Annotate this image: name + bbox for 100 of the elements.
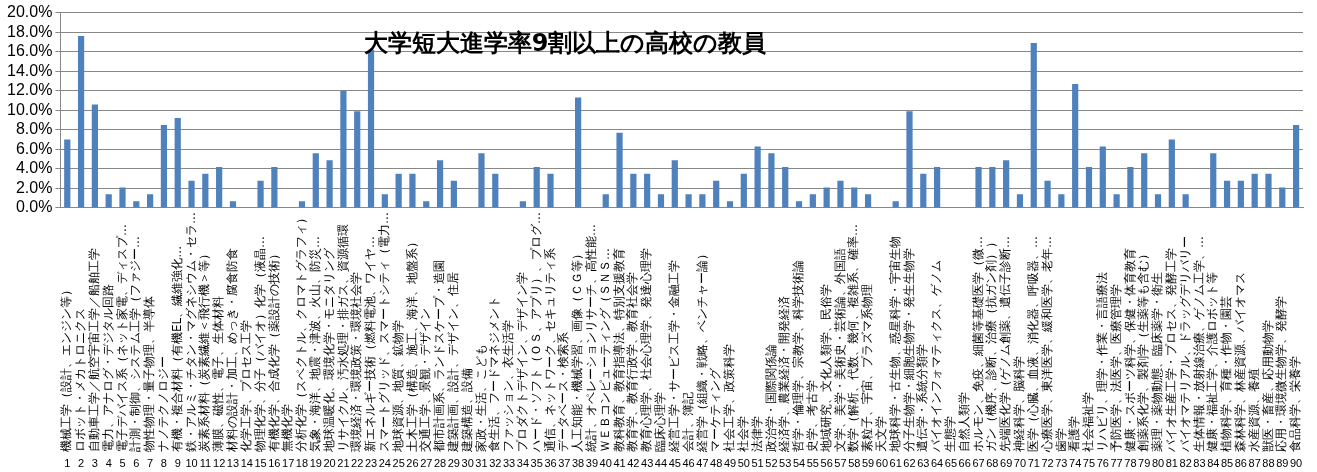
x-tick-label: 有機化学、合成化学（薬設計の技術） 16	[266, 248, 281, 470]
bar	[740, 173, 747, 208]
x-tick-label: 臨床心理学 44	[653, 392, 668, 470]
bar	[644, 173, 651, 208]
bar	[409, 173, 416, 208]
bar	[519, 201, 527, 208]
bar	[1251, 173, 1258, 208]
x-tick-label: 機械工学（設計、エンジン等） 1	[59, 284, 74, 470]
x-tick-label: 食品科学、栄養学 90	[1288, 356, 1303, 470]
x-tick-label: ＷＥＢコンピューティング（ＳＮＳ… 40	[597, 248, 612, 470]
x-tick-label: 自動車工学／航空宇宙工学／船舶工学 3	[87, 248, 102, 470]
x-tick-label: 社会工学、政策科学 49	[722, 344, 737, 470]
bar	[1237, 180, 1244, 208]
x-tick-label: 材料の設計・加工、めっき・腐食防食 13	[225, 248, 240, 470]
x-tick-label: 通信、ネットワーク、セキュリティ系 36	[542, 248, 557, 470]
x-tick-label: 人工知能・機械学習、画像（ＣＧ等） 38	[570, 248, 585, 470]
bar	[1030, 42, 1037, 208]
x-tick-label: 鉄・アルミ・チタン・マグネシウム・セラ… 10	[183, 212, 198, 470]
bar	[906, 111, 913, 208]
x-tick-label: 森林科学、林産資源、バイオマス 86	[1232, 272, 1247, 470]
bar	[809, 194, 816, 208]
x-tick-label: ホルモン、免疫、細菌等基礎医学（微… 67	[970, 236, 985, 470]
x-tick-label: 生態学 65	[943, 416, 958, 470]
bar	[1279, 187, 1286, 208]
x-tick-label: 看護学 74	[1067, 416, 1082, 470]
y-tick-label: 10.0%	[6, 100, 53, 118]
bar	[892, 201, 899, 208]
bar	[1003, 160, 1010, 208]
x-tick-label: 植物科学、育種・作物・園芸 85	[1219, 296, 1234, 470]
bar	[837, 180, 844, 208]
x-tick-label: 分子生物学・細胞生物学・発生生物学 62	[901, 248, 916, 470]
y-tick-label: 20.0%	[6, 3, 53, 21]
x-tick-label: 健康・スポーツ科学、保健・体育教育 78	[1122, 248, 1137, 470]
x-tick-label: 政治学・国際関係論 52	[763, 344, 778, 470]
x-tick-label: 遺伝学・系統分類学 63	[915, 344, 930, 470]
x-tick-label: バイオマテリアル、ドラッグデリバリー 82	[1177, 236, 1192, 470]
x-tick-label: 神経科学、脳科学 70	[1012, 356, 1027, 470]
x-tick-label: 化学工学、プロセス工学 14	[238, 320, 253, 470]
x-tick-label: 先端医化学（ゲノム創薬、遺伝子診断… 69	[998, 236, 1013, 470]
bar	[1044, 180, 1051, 208]
x-tick-label: リサイクル、汚水処理・排ガス、資源循環 21	[335, 224, 350, 470]
bar	[1168, 139, 1175, 208]
bar	[864, 194, 872, 208]
x-tick-label: 有機・複合材料（有機EL、繊維強化… 9	[169, 245, 184, 470]
text: 大学短大進学率9割以上の高校の教員	[363, 29, 767, 58]
bar	[478, 153, 485, 208]
x-tick-label: 会計、簿記 46	[680, 392, 695, 470]
bar	[630, 173, 637, 208]
x-tick-label: スマートグリッド、スマートシティ（電力… 24	[376, 212, 391, 470]
x-tick-label: 獣医・畜産、応用動物学 88	[1260, 320, 1275, 470]
bar	[326, 160, 333, 208]
bar	[202, 173, 209, 208]
bar	[174, 118, 181, 208]
x-tick-label: バイオインフォマティクス、ゲノム 64	[929, 260, 944, 470]
x-tick-label: 環境経済・環境政策・環境社会学 22	[349, 272, 364, 470]
bar	[1292, 124, 1300, 208]
bar	[1016, 194, 1024, 208]
bar	[1210, 153, 1217, 208]
bar	[381, 194, 388, 208]
bar	[298, 201, 306, 208]
bar	[91, 104, 98, 208]
x-tick-label: 地球温暖化、環境化学・モニタリング 20	[321, 247, 336, 470]
x-tick-label: 生体情報・放射線治療、ゲノム工学、… 83	[1191, 236, 1206, 470]
bar	[1127, 166, 1134, 208]
bar	[450, 180, 457, 208]
x-tick-label: ナノテクノロジー 8	[156, 356, 171, 470]
bar	[257, 180, 264, 208]
y-tick-label: 16.0%	[6, 42, 53, 60]
y-tick-label: 2.0%	[15, 178, 53, 196]
x-tick-label: 社会福祉学 75	[1081, 392, 1096, 470]
x-tick-label: 哲学・倫理学、宗教学、科学技術論 54	[791, 260, 806, 470]
bar	[547, 173, 554, 208]
bar	[133, 201, 140, 208]
bar	[160, 124, 168, 208]
x-tick-label: プロダクトデザイン、デザイン学 34	[515, 272, 530, 470]
x-tick-label: 気象・海洋、地震・津波、火山、防災… 19	[307, 236, 322, 470]
bar	[492, 173, 499, 208]
x-tick-label: 教科教育、教育指導法、特別支援教育 41	[611, 248, 626, 470]
bar	[989, 166, 996, 208]
x-tick-label: 薄膜、磁性、電子、生体材料 12	[211, 296, 226, 470]
y-tick-label: 4.0%	[15, 159, 53, 177]
x-tick-label: 健康・福祉工学、介護ロボット等 84	[1205, 272, 1220, 470]
x-tick-label: 家政・生活、こども 31	[473, 344, 488, 470]
x-tick-label: 創薬系化学、製剤学（生薬等も含む） 79	[1136, 248, 1151, 470]
x-tick-label: 分析化学（スペクトル、クロマトグラフィ） 18	[294, 212, 309, 470]
x-tick-label: 経営学（組織・戦略、ベンチャー論） 47	[694, 248, 709, 470]
x-tick-label: 教育心理学、社会心理学、発達心理学 43	[639, 248, 654, 470]
x-tick-label: 社会学 50	[735, 416, 750, 470]
bar	[216, 166, 223, 208]
x-tick-label: 経済学、農業経済・開発経済 53	[777, 296, 792, 470]
x-tick-label: バイオ生産工学・プロセス、発酵工学 81	[1163, 248, 1178, 470]
bar	[685, 194, 692, 208]
bar	[340, 90, 347, 208]
x-tick-label: 計測・制御、システム工学（ファジー… 6	[128, 236, 143, 470]
bar	[271, 166, 278, 208]
x-tick-label: 電力、アナログ・デジタル回路 4	[100, 284, 115, 470]
x-tick-label: 地球科学・古生物、惑星科学・宇宙生物 61	[887, 236, 902, 470]
x-tick-label: 歯学 73	[1053, 428, 1068, 470]
x-tick-label: 食生活、フードマネジメント 32	[487, 296, 502, 470]
bar	[823, 187, 830, 208]
